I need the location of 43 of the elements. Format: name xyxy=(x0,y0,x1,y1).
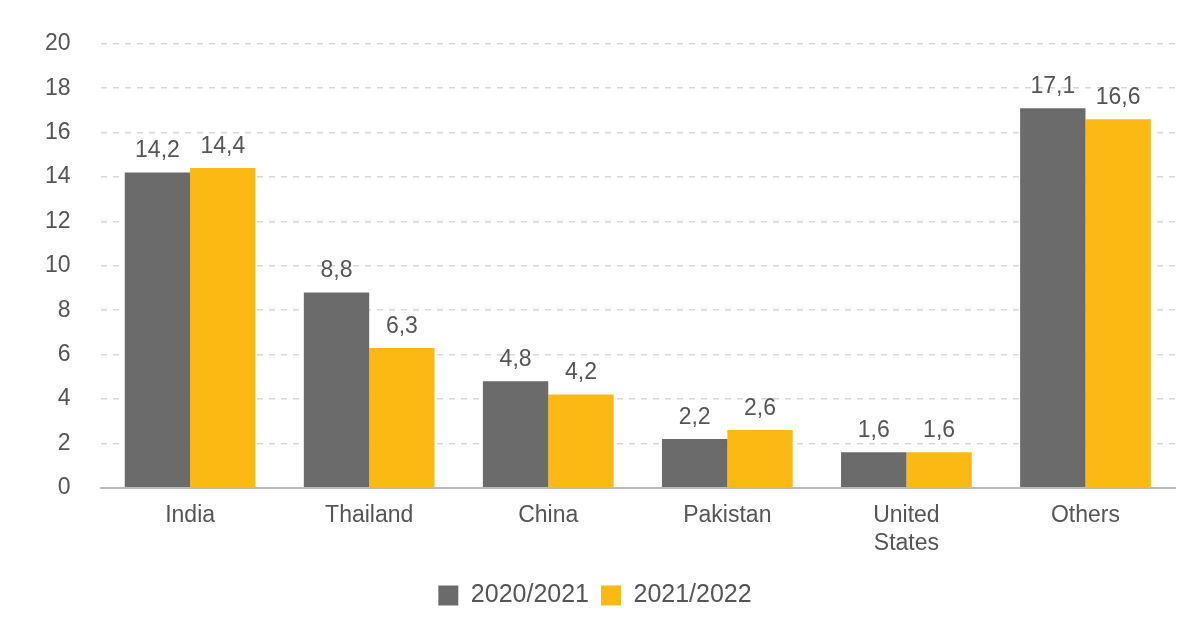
bar xyxy=(548,394,614,488)
bar xyxy=(841,452,907,488)
data-label: 4,8 xyxy=(499,345,532,372)
y-tick-label: 8 xyxy=(57,295,71,322)
bar xyxy=(1085,119,1151,488)
y-tick-label: 6 xyxy=(57,339,71,366)
x-tick-label: Pakistan xyxy=(683,500,772,527)
data-label: 1,6 xyxy=(857,416,890,443)
data-label: 16,6 xyxy=(1095,83,1141,110)
data-label: 6,3 xyxy=(385,311,418,338)
data-label: 14,2 xyxy=(135,136,180,163)
bar xyxy=(190,168,256,488)
y-tick-label: 14 xyxy=(44,162,71,189)
y-tick-label: 20 xyxy=(44,29,71,56)
y-tick-label: 18 xyxy=(44,73,71,100)
bar xyxy=(303,292,370,488)
legend-label: 2021/2022 xyxy=(633,579,752,608)
bar xyxy=(1020,108,1086,488)
bar xyxy=(124,172,191,488)
data-label: 4,2 xyxy=(564,358,597,385)
y-tick-label: 0 xyxy=(57,473,71,500)
data-label: 1,6 xyxy=(923,416,956,443)
x-tick-label: India xyxy=(165,500,216,527)
y-tick-label: 12 xyxy=(44,206,71,233)
bar xyxy=(482,381,549,488)
legend-label: 2020/2021 xyxy=(470,579,590,608)
bar xyxy=(727,430,793,488)
data-label: 8,8 xyxy=(320,256,353,283)
x-tick-label: Others xyxy=(1050,500,1120,527)
data-label: 14,4 xyxy=(200,131,246,158)
data-label: 2,2 xyxy=(678,402,711,429)
data-label: 2,6 xyxy=(744,393,776,420)
data-label: 17,1 xyxy=(1030,72,1076,99)
x-tick-label: Thailand xyxy=(325,500,414,527)
y-tick-label: 10 xyxy=(44,251,71,278)
y-tick-label: 16 xyxy=(44,117,71,144)
y-tick-label: 4 xyxy=(57,384,71,411)
x-tick-label: United States xyxy=(873,500,940,555)
bar xyxy=(369,347,435,488)
bar xyxy=(906,452,972,488)
x-tick-label: China xyxy=(518,500,579,527)
bar xyxy=(661,438,728,488)
y-tick-label: 2 xyxy=(57,428,71,455)
